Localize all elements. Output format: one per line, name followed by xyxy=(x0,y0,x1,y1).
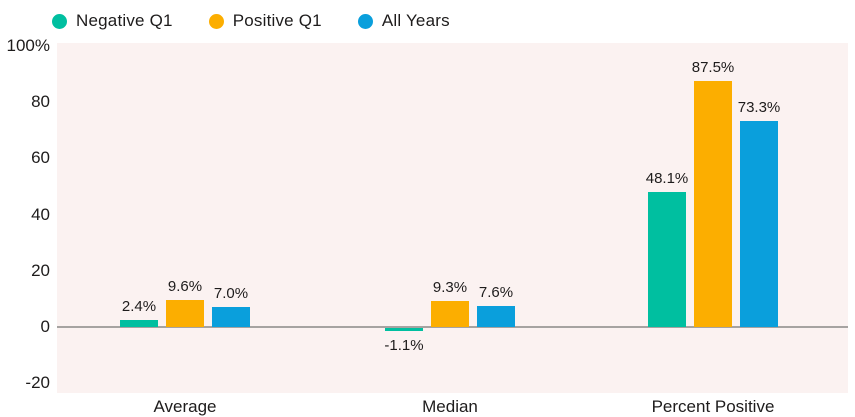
bar-negative-q1-median[interactable] xyxy=(385,328,423,331)
x-axis-category-label: Average xyxy=(153,397,217,416)
zero-axis-line xyxy=(57,326,848,328)
legend-label: Positive Q1 xyxy=(232,11,322,30)
y-axis-tick-label: 0 xyxy=(40,317,50,336)
bar-value-label: 73.3% xyxy=(737,99,781,116)
plot-area: 2.4% 9.6% 7.0% -1.1% 9.3% 7.6% 48.1% 87.5% 73.3% xyxy=(57,43,848,393)
bar-positive-q1-average[interactable] xyxy=(166,300,204,327)
bar-positive-q1-median[interactable] xyxy=(431,301,469,327)
bar-negative-q1-percent-positive[interactable] xyxy=(648,192,686,327)
y-axis-tick-label: 40 xyxy=(31,204,50,224)
x-axis-category-label: Median xyxy=(422,397,478,416)
legend-item-all-years[interactable]: All Years xyxy=(357,11,450,31)
legend-dot-negative-q1 xyxy=(52,13,67,29)
x-axis-category-label: Percent Positive xyxy=(651,397,775,416)
legend-label: All Years xyxy=(381,11,450,30)
bar-all-years-percent-positive[interactable] xyxy=(740,121,778,327)
bar-all-years-median[interactable] xyxy=(477,306,515,327)
bar-positive-q1-percent-positive[interactable] xyxy=(694,81,732,327)
legend: Negative Q1 Positive Q1 All Years xyxy=(52,11,450,31)
bar-value-label: 48.1% xyxy=(645,170,689,187)
y-axis-tick-label: 20 xyxy=(31,260,50,280)
bar-value-label: 87.5% xyxy=(691,59,735,76)
bar-all-years-average[interactable] xyxy=(212,307,250,327)
bar-value-label: 7.0% xyxy=(213,285,249,302)
bar-negative-q1-average[interactable] xyxy=(120,320,158,327)
legend-dot-positive-q1 xyxy=(208,13,224,29)
y-axis-tick-label: 80 xyxy=(31,92,50,112)
y-axis-tick-label: -20 xyxy=(25,373,50,393)
y-axis-tick-label: 100% xyxy=(6,35,50,55)
bar-value-label: 9.3% xyxy=(432,279,468,296)
bar-value-label: 7.6% xyxy=(478,284,514,301)
y-axis-tick-label: 60 xyxy=(31,148,50,168)
legend-label: Negative Q1 xyxy=(76,11,173,30)
bar-value-label: 2.4% xyxy=(121,298,157,315)
legend-item-negative-q1[interactable]: Negative Q1 xyxy=(52,11,173,31)
legend-item-positive-q1[interactable]: Positive Q1 xyxy=(208,11,322,31)
bar-value-label: 9.6% xyxy=(167,278,203,295)
bar-value-label: -1.1% xyxy=(384,337,424,354)
legend-dot-all-years xyxy=(357,13,373,29)
